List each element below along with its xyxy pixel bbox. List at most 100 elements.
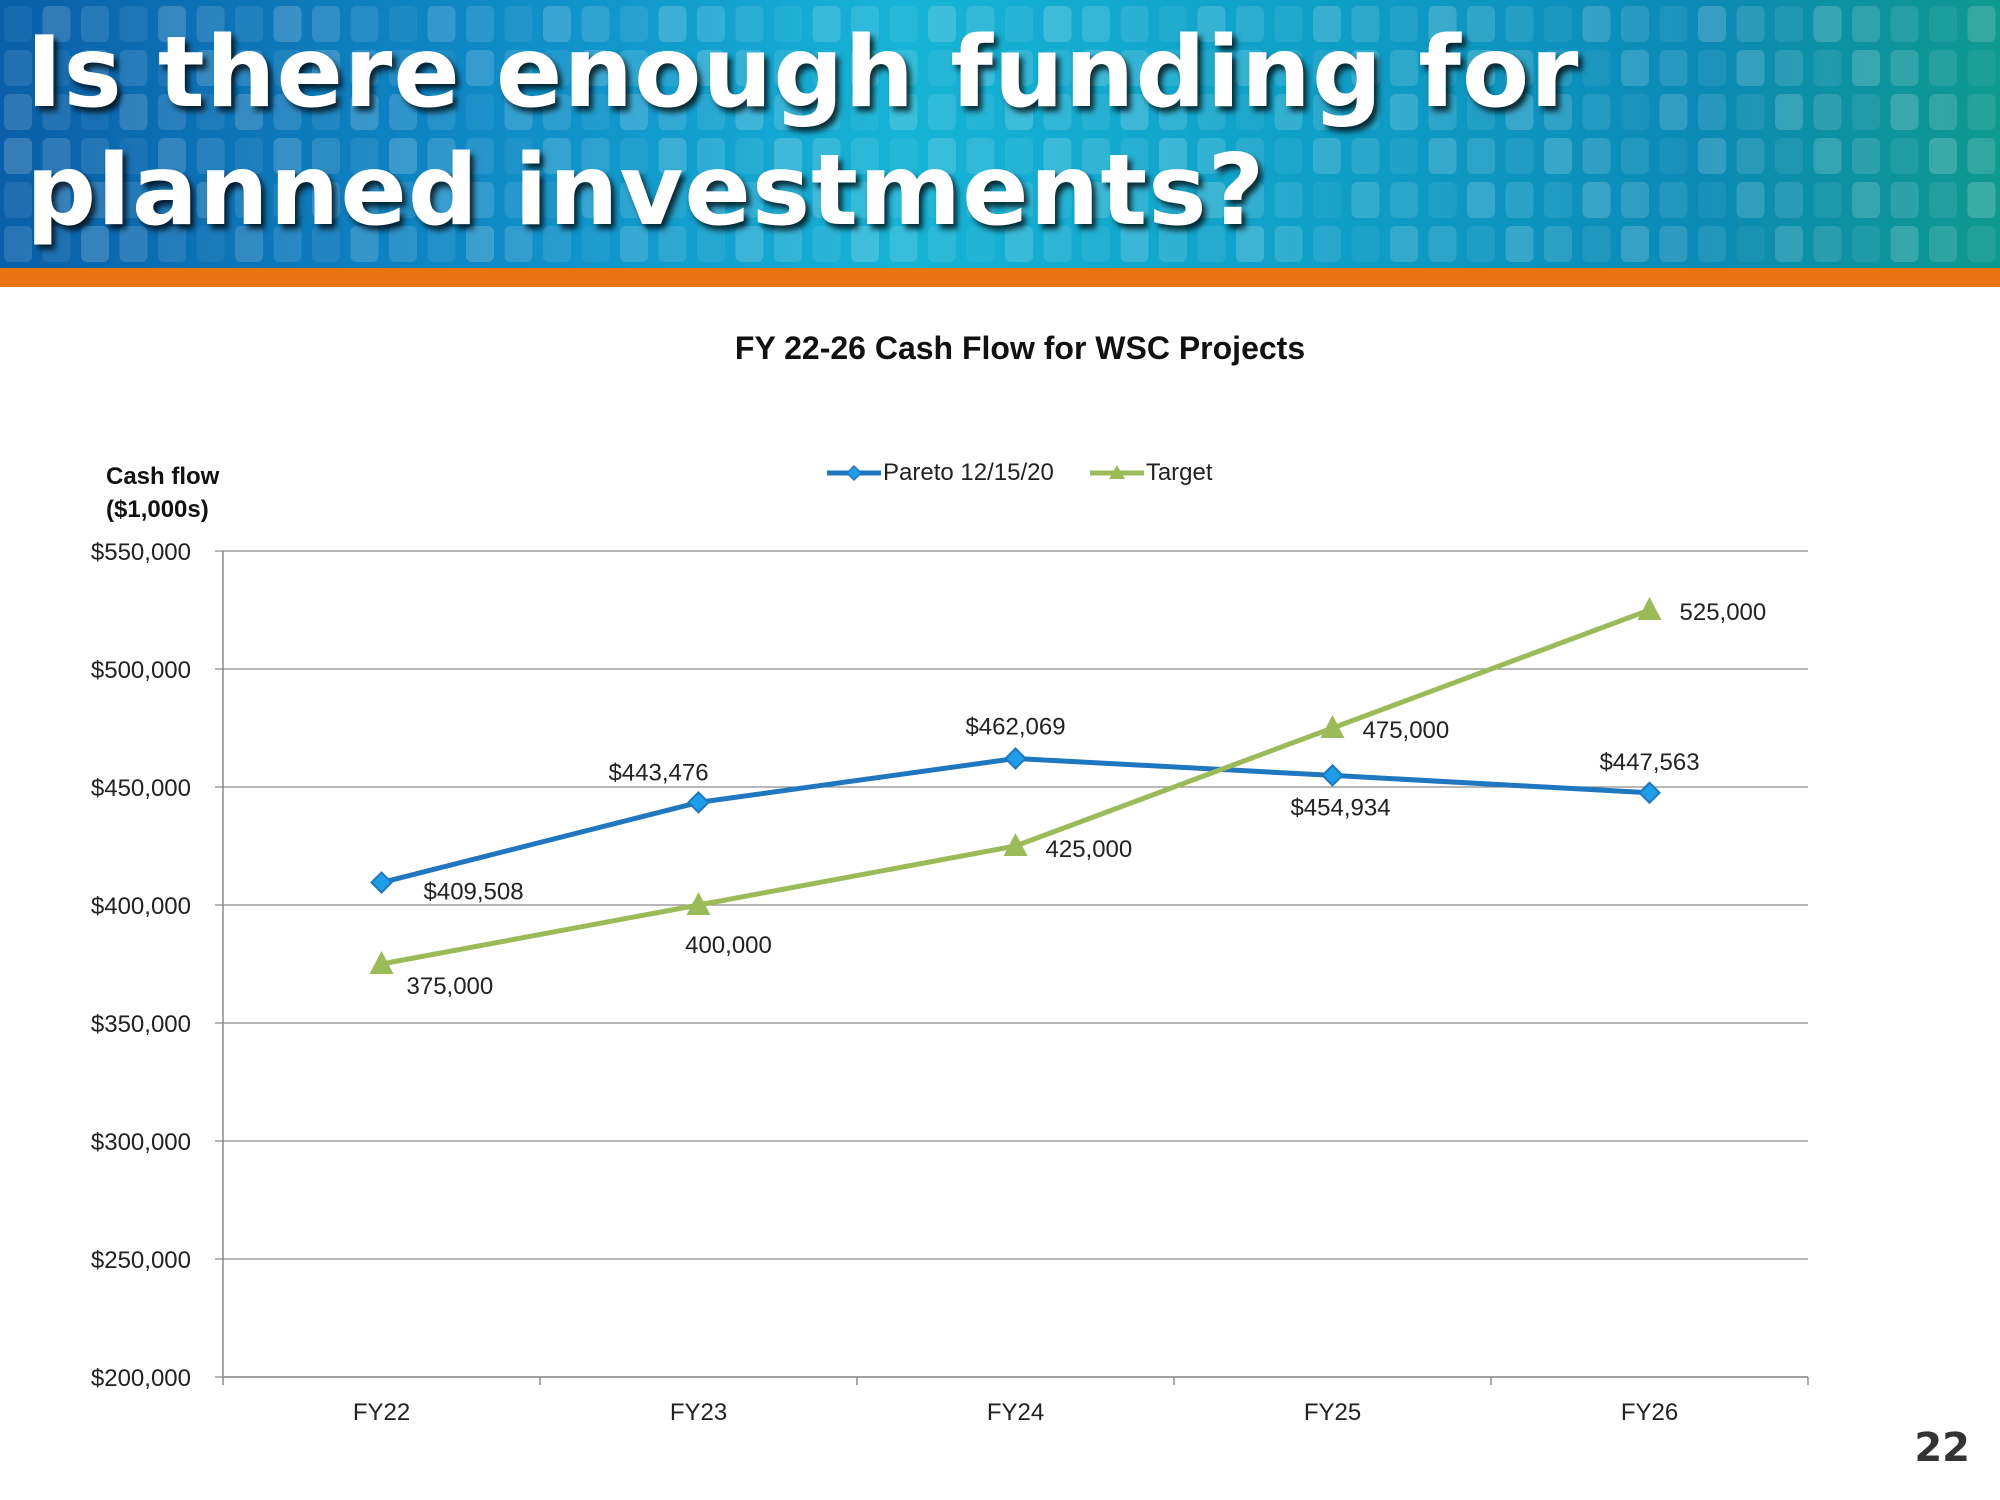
banner-tile	[1544, 50, 1572, 86]
banner-tile	[1967, 50, 1996, 86]
banner-tile	[1390, 226, 1418, 262]
banner-tile	[273, 226, 302, 262]
banner-tile	[620, 226, 648, 262]
legend-item-target: Target	[1088, 459, 1213, 487]
banner-tile	[1351, 138, 1380, 174]
banner-tile	[4, 50, 32, 86]
banner-tile	[1659, 182, 1688, 218]
banner-tile	[1428, 6, 1457, 42]
title-banner: Is there enough funding for planned inve…	[0, 0, 2000, 268]
banner-tile	[1274, 94, 1303, 130]
banner-tile	[581, 50, 610, 86]
x-tick-label: FY25	[1304, 1399, 1361, 1426]
banner-tile	[1005, 226, 1033, 262]
banner-tile	[966, 182, 995, 218]
banner-tile	[812, 94, 841, 130]
banner-tile	[273, 94, 302, 130]
banner-tile	[1043, 6, 1072, 42]
banner-tile	[1082, 94, 1110, 130]
banner-tile	[427, 182, 456, 218]
data-point-target	[1003, 833, 1028, 856]
banner-tile	[1736, 226, 1765, 262]
banner-tile	[1967, 6, 1996, 42]
banner-tile	[1043, 138, 1072, 174]
banner-tile	[504, 50, 533, 86]
banner-tile	[735, 226, 764, 262]
banner-tile	[158, 226, 186, 262]
banner-tile	[427, 226, 456, 262]
data-point-target	[686, 892, 711, 915]
banner-tile	[966, 226, 995, 262]
banner-tile	[350, 138, 379, 174]
banner-tile	[1120, 6, 1149, 42]
banner-tile	[543, 226, 571, 262]
banner-tile	[1813, 94, 1842, 130]
banner-tile	[1544, 94, 1572, 130]
banner-tile	[697, 6, 725, 42]
banner-tile	[350, 182, 379, 218]
banner-tile	[427, 6, 456, 42]
banner-tile	[1467, 138, 1495, 174]
banner-tile	[1929, 94, 1957, 130]
banner-tile	[1505, 182, 1534, 218]
y-tick-label: $450,000	[91, 775, 191, 802]
banner-tile	[1159, 94, 1187, 130]
banner-tile	[1390, 94, 1418, 130]
banner-tile	[350, 226, 379, 262]
banner-tile	[1736, 94, 1765, 130]
banner-tile	[620, 138, 648, 174]
banner-tile	[466, 226, 494, 262]
banner-tile	[774, 94, 802, 130]
banner-tile	[1197, 94, 1226, 130]
banner-tile	[1043, 94, 1072, 130]
banner-tile	[350, 6, 379, 42]
banner-tile	[697, 138, 725, 174]
banner-tile	[851, 226, 879, 262]
banner-tile	[119, 50, 148, 86]
banner-tile	[158, 94, 186, 130]
page-number: 22	[1914, 1425, 1970, 1471]
banner-tile	[1659, 138, 1688, 174]
banner-tile	[1582, 50, 1611, 86]
data-label: 475,000	[1363, 717, 1450, 744]
banner-tile	[1043, 182, 1072, 218]
banner-tile	[889, 226, 918, 262]
banner-tile	[196, 226, 225, 262]
banner-tile	[1775, 226, 1803, 262]
banner-tile	[1236, 6, 1264, 42]
banner-tile	[81, 226, 109, 262]
data-point-pareto	[687, 790, 710, 814]
banner-tile-pattern	[4, 6, 1996, 262]
banner-tile	[504, 6, 533, 42]
banner-tile	[1313, 226, 1341, 262]
banner-tile	[1159, 182, 1187, 218]
banner-tile	[1813, 50, 1842, 86]
banner-tile	[543, 50, 571, 86]
banner-tile	[1659, 50, 1688, 86]
banner-tile	[1852, 182, 1880, 218]
banner-tile	[581, 6, 610, 42]
banner-tile	[928, 6, 956, 42]
data-point-target	[369, 951, 394, 974]
banner-tile	[1544, 226, 1572, 262]
banner-tile	[1852, 94, 1880, 130]
banner-tile	[312, 6, 340, 42]
banner-tile	[1274, 138, 1303, 174]
y-tick-label: $200,000	[91, 1365, 191, 1392]
banner-tile	[273, 50, 302, 86]
banner-tile	[889, 94, 918, 130]
banner-tile	[812, 6, 841, 42]
banner-tile	[196, 6, 225, 42]
banner-tile	[1197, 138, 1226, 174]
banner-tile	[1467, 94, 1495, 130]
banner-tile	[273, 182, 302, 218]
data-label: $447,563	[1599, 749, 1699, 776]
banner-tile	[389, 138, 417, 174]
banner-tile	[1274, 50, 1303, 86]
banner-tile	[427, 50, 456, 86]
banner-tile	[1120, 94, 1149, 130]
banner-tile	[1967, 138, 1996, 174]
banner-tile	[235, 94, 263, 130]
banner-tile	[312, 50, 340, 86]
banner-tile	[81, 6, 109, 42]
